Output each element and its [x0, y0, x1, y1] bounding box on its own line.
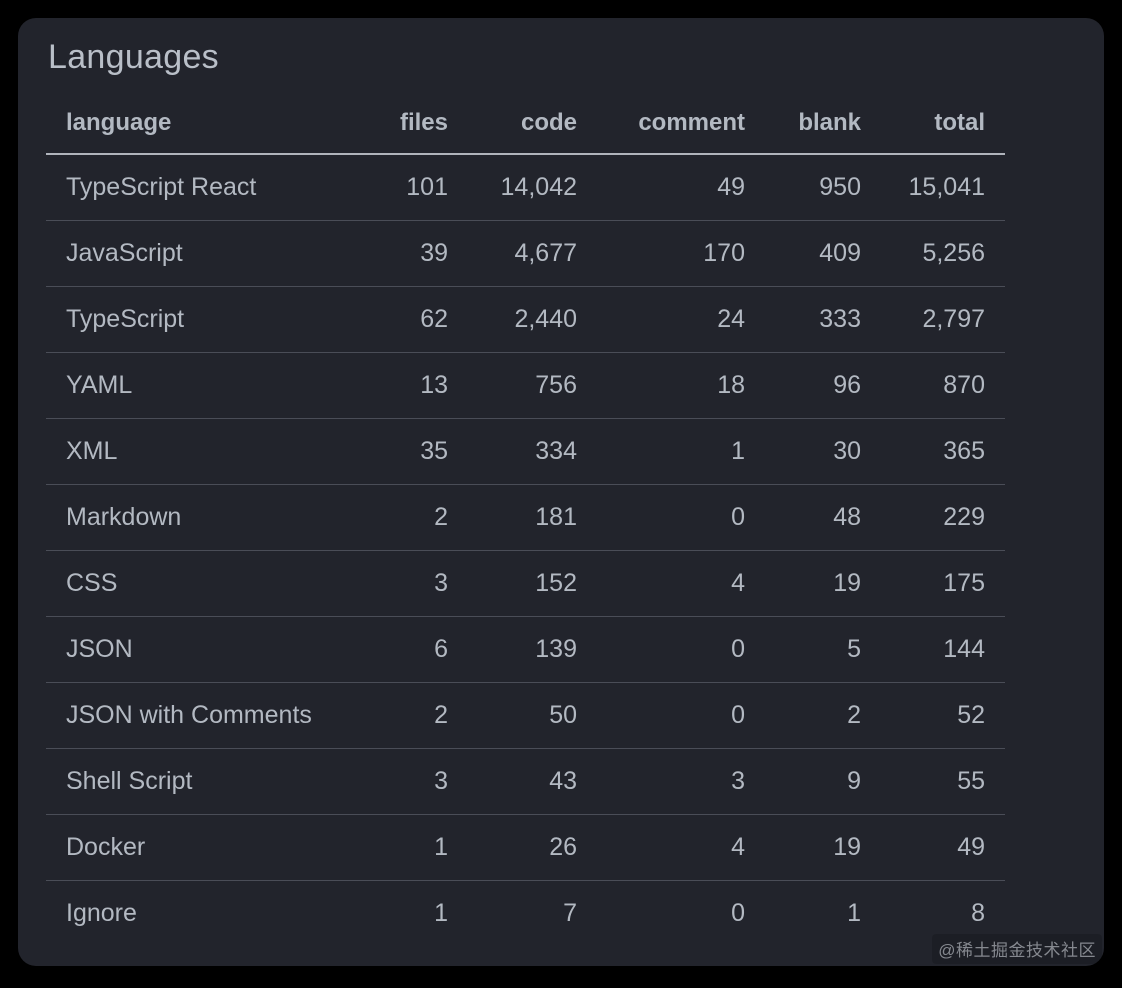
cell-total: 8: [971, 899, 985, 927]
cell-comment: 4: [597, 814, 765, 881]
cell-total: 5,256: [881, 220, 1005, 287]
cell-comment: 0: [597, 484, 765, 551]
table-row: JSON 6 139 0 5 144: [46, 616, 1005, 683]
cell-total: 870: [881, 352, 1005, 419]
cell-language: JSON: [46, 616, 336, 683]
cell-total: 144: [881, 616, 1005, 683]
cell-comment: 18: [597, 352, 765, 419]
cell-code: 181: [468, 484, 597, 551]
table-row: YAML 13 756 18 96 870: [46, 352, 1005, 419]
cell-blank: 5: [765, 616, 881, 683]
cell-language: JSON with Comments: [46, 682, 336, 749]
cell-code: 139: [468, 616, 597, 683]
cell-comment: 170: [597, 220, 765, 287]
cell-language: Ignore: [66, 899, 137, 927]
cell-blank: 30: [765, 418, 881, 485]
column-header-code: code: [468, 89, 597, 155]
cell-total: 229: [881, 484, 1005, 551]
cell-language: Shell Script: [46, 748, 336, 815]
cell-blank: 409: [765, 220, 881, 287]
cell-comment: 0: [597, 616, 765, 683]
cell-total: 175: [881, 550, 1005, 617]
cell-files: 35: [336, 418, 468, 485]
table-row: Shell Script 3 43 3 9 55: [46, 748, 1005, 815]
cell-files: 39: [336, 220, 468, 287]
cell-files: 1: [434, 899, 448, 927]
cell-total: 2,797: [881, 286, 1005, 353]
watermark: @稀土掘金技术社区: [932, 934, 1102, 964]
cell-blank: 19: [765, 814, 881, 881]
cell-total: 365: [881, 418, 1005, 485]
cell-code: 4,677: [468, 220, 597, 287]
cell-blank: 19: [765, 550, 881, 617]
cell-files: 6: [336, 616, 468, 683]
cell-language: CSS: [46, 550, 336, 617]
cell-code: 334: [468, 418, 597, 485]
cell-blank: 1: [847, 899, 861, 927]
cell-language: TypeScript React: [46, 154, 336, 221]
cell-language: YAML: [46, 352, 336, 419]
table-row: Ignore 1 7 0 1 8: [46, 881, 1005, 947]
table-row: JSON with Comments 2 50 0 2 52: [46, 682, 1005, 749]
cell-blank: 333: [765, 286, 881, 353]
page-title: Languages: [48, 38, 219, 76]
table-row: CSS 3 152 4 19 175: [46, 550, 1005, 617]
table-row: TypeScript React 101 14,042 49 950 15,04…: [46, 154, 1005, 221]
table-row: Docker 1 26 4 19 49: [46, 814, 1005, 881]
cell-files: 1: [336, 814, 468, 881]
cell-language: TypeScript: [46, 286, 336, 353]
cell-comment: 0: [731, 899, 745, 927]
column-header-total: total: [881, 89, 1005, 155]
cell-comment: 24: [597, 286, 765, 353]
cell-comment: 49: [597, 154, 765, 221]
cell-language: JavaScript: [46, 220, 336, 287]
cell-comment: 4: [597, 550, 765, 617]
cell-blank: 9: [765, 748, 881, 815]
cell-total: 15,041: [881, 154, 1005, 221]
cell-code: 50: [468, 682, 597, 749]
cell-blank: 950: [765, 154, 881, 221]
table-row: Markdown 2 181 0 48 229: [46, 484, 1005, 551]
cell-files: 13: [336, 352, 468, 419]
cell-comment: 3: [597, 748, 765, 815]
table-row: XML 35 334 1 30 365: [46, 418, 1005, 485]
cell-language: XML: [46, 418, 336, 485]
cell-blank: 2: [765, 682, 881, 749]
languages-table: language files code comment blank total …: [46, 89, 1005, 946]
cell-code: 756: [468, 352, 597, 419]
table-row: JavaScript 39 4,677 170 409 5,256: [46, 220, 1005, 287]
column-header-blank: blank: [765, 89, 881, 155]
cell-files: 3: [336, 748, 468, 815]
table-header-row: language files code comment blank total: [46, 89, 1005, 155]
cell-code: 152: [468, 550, 597, 617]
table-body: TypeScript React 101 14,042 49 950 15,04…: [46, 154, 1005, 946]
cell-code: 2,440: [468, 286, 597, 353]
cell-files: 3: [336, 550, 468, 617]
column-header-files: files: [336, 89, 468, 155]
cell-code: 43: [468, 748, 597, 815]
cell-files: 101: [336, 154, 468, 221]
cell-files: 62: [336, 286, 468, 353]
cell-code: 7: [563, 899, 577, 927]
cell-total: 49: [881, 814, 1005, 881]
cell-language: Markdown: [46, 484, 336, 551]
column-header-comment: comment: [597, 89, 765, 155]
cell-files: 2: [336, 682, 468, 749]
cell-files: 2: [336, 484, 468, 551]
languages-report-card: Languages language files code comment bl…: [18, 18, 1104, 966]
cell-comment: 0: [597, 682, 765, 749]
cell-total: 52: [881, 682, 1005, 749]
column-header-language: language: [46, 89, 336, 155]
cell-code: 14,042: [468, 154, 597, 221]
cell-comment: 1: [597, 418, 765, 485]
table-row: TypeScript 62 2,440 24 333 2,797: [46, 286, 1005, 353]
cell-code: 26: [468, 814, 597, 881]
cell-total: 55: [881, 748, 1005, 815]
cell-blank: 48: [765, 484, 881, 551]
cell-language: Docker: [46, 814, 336, 881]
cell-blank: 96: [765, 352, 881, 419]
